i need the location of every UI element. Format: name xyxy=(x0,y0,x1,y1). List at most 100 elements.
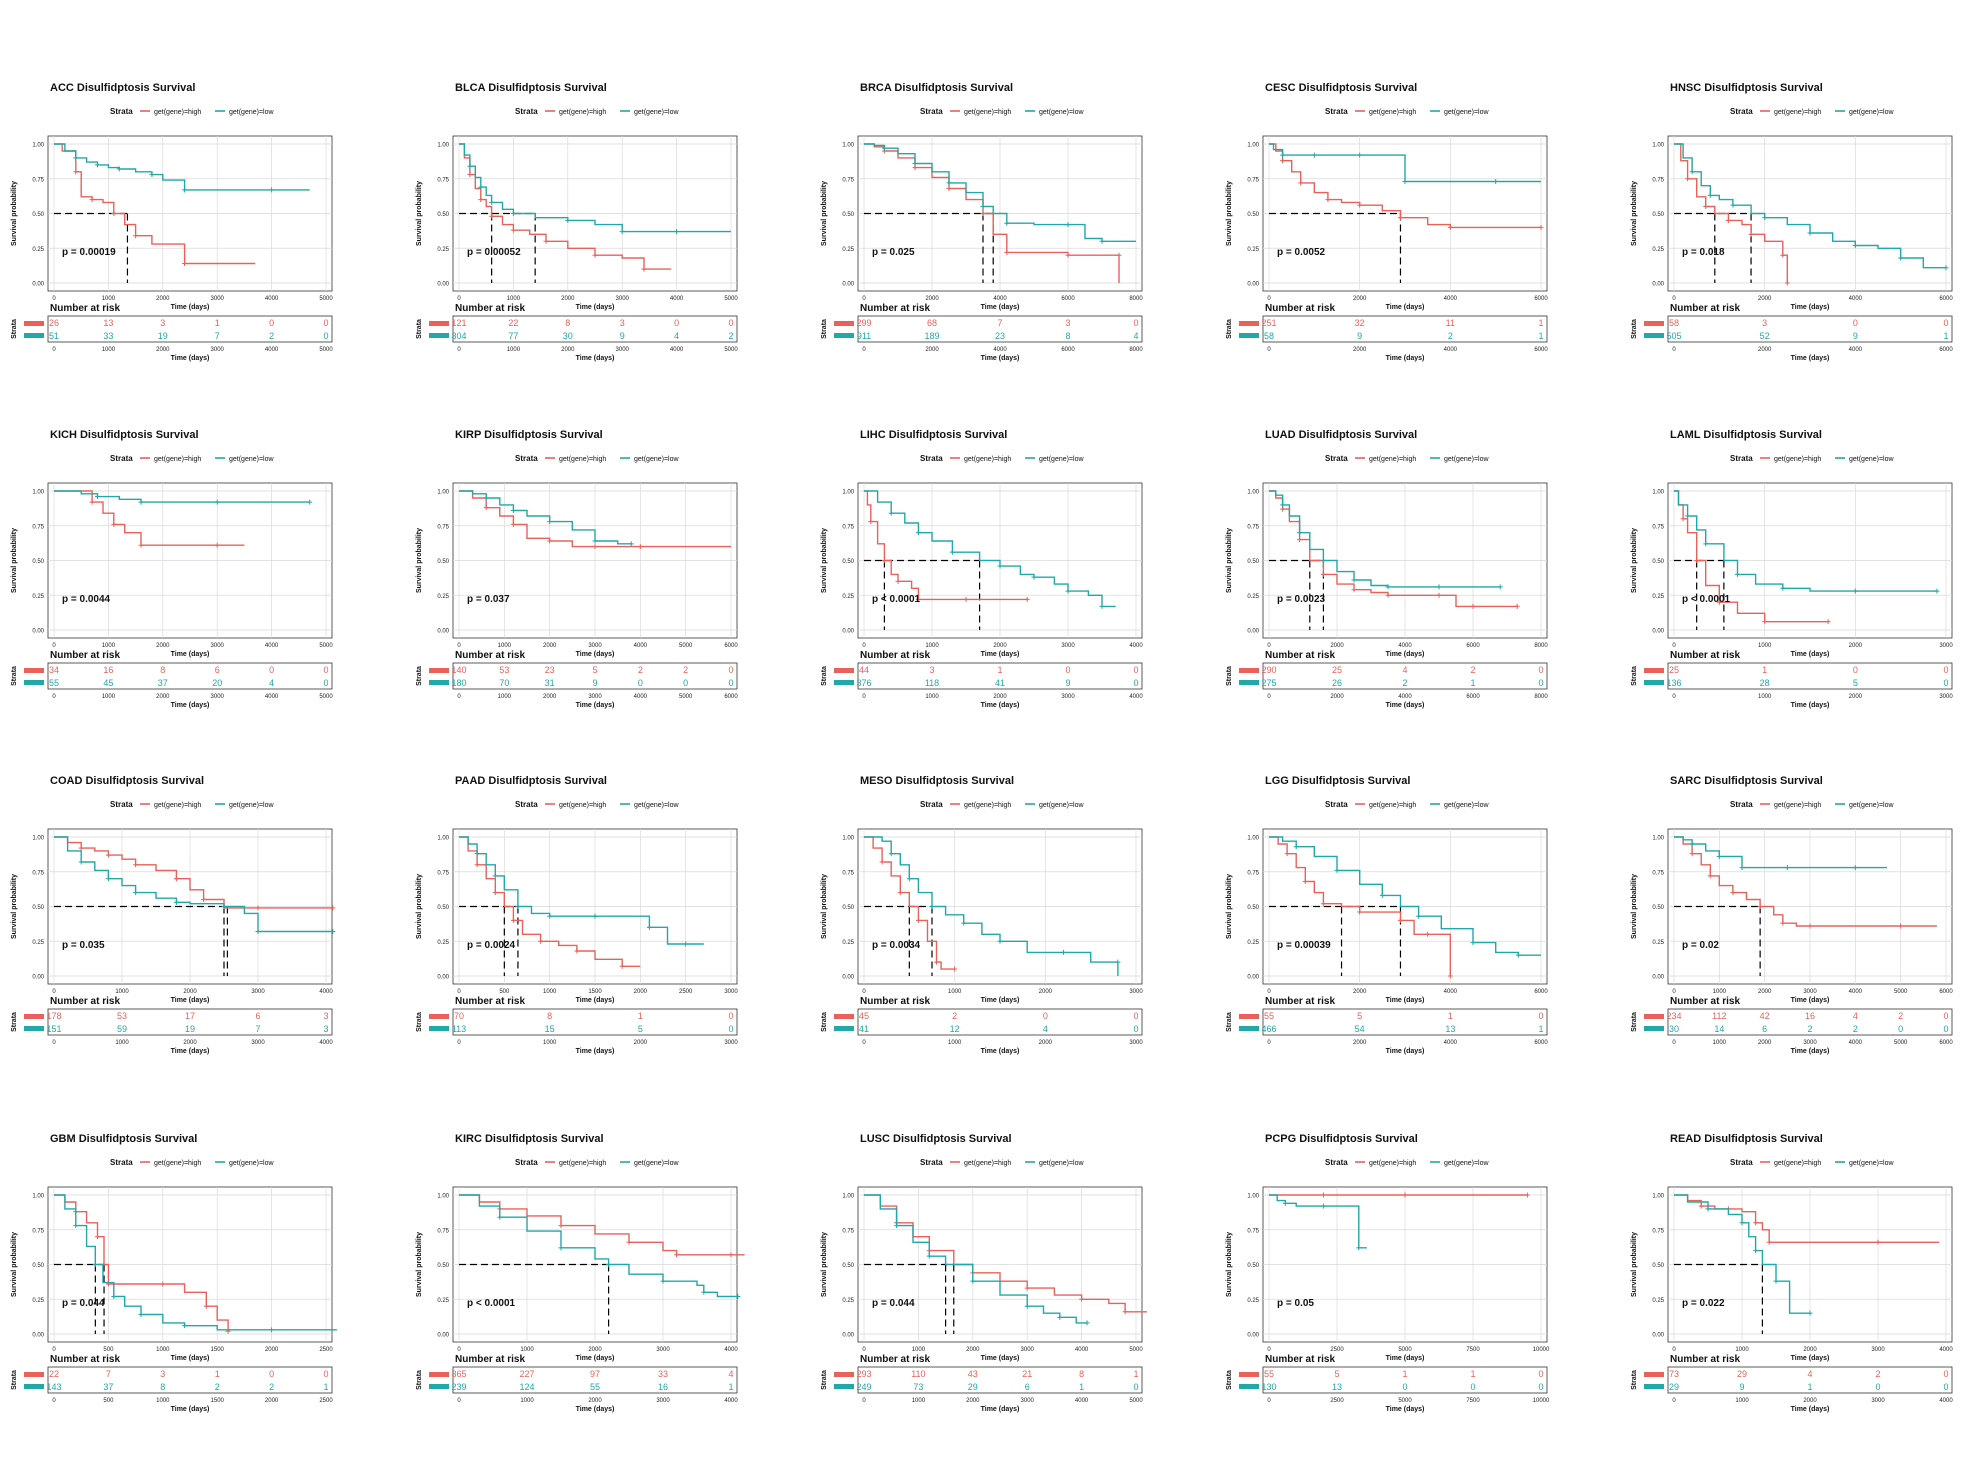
risk-count-high: 2 xyxy=(1898,1011,1903,1021)
x-tick-label: 2000 xyxy=(1758,989,1772,995)
x-tick-label: 6000 xyxy=(1534,989,1548,995)
legend-label-low: get(gene)=low xyxy=(1849,1160,1895,1167)
risk-table-title: Number at risk xyxy=(50,1354,120,1365)
y-tick-label: 0.75 xyxy=(842,524,854,530)
risk-count-low: 0 xyxy=(1875,1382,1880,1392)
censor-mark xyxy=(1351,587,1357,593)
km-panel: KICH Disulfidptosis Survival Strata get(ge… xyxy=(11,429,333,709)
risk-count-low: 2 xyxy=(1853,1024,1858,1034)
censor-mark xyxy=(255,929,261,935)
x-axis-label: Time (days) xyxy=(576,1355,615,1362)
x-tick-label: 2000 xyxy=(634,989,648,995)
risk-count-low: 1 xyxy=(1079,1382,1084,1392)
y-tick-label: 0.25 xyxy=(32,247,44,253)
censor-mark xyxy=(565,217,571,223)
x-tick-label: 4000 xyxy=(634,643,648,649)
risk-table-ylabel: Strata xyxy=(11,1370,18,1390)
y-tick-label: 0.50 xyxy=(32,905,44,911)
risk-table-title: Number at risk xyxy=(860,303,930,314)
risk-count-high: 0 xyxy=(728,318,733,328)
risk-swatch-low xyxy=(429,680,449,685)
risk-count-high: 4 xyxy=(728,1369,733,1379)
risk-x-tick-label: 4000 xyxy=(319,1040,333,1046)
risk-swatch-low xyxy=(429,333,449,338)
legend-title: Strata xyxy=(920,107,943,116)
km-panel: LAML Disulfidptosis Survival Strata get(ge… xyxy=(1631,429,1953,709)
risk-count-high: 0 xyxy=(1853,665,1858,675)
y-axis-label: Survival probability xyxy=(1631,528,1638,593)
censor-mark xyxy=(1416,913,1422,919)
panel-title: KIRC Disulfidptosis Survival xyxy=(455,1133,604,1145)
risk-swatch-low xyxy=(429,1384,449,1389)
y-tick-label: 0.50 xyxy=(1247,559,1259,565)
risk-table-frame xyxy=(1262,662,1548,690)
censor-mark xyxy=(1320,901,1326,907)
legend-label-low: get(gene)=low xyxy=(229,456,275,463)
x-tick-label: 1000 xyxy=(115,989,129,995)
x-tick-label: 5000 xyxy=(724,296,738,302)
risk-count-low: 249 xyxy=(856,1382,871,1392)
censor-mark xyxy=(1099,603,1105,609)
y-tick-label: 0.25 xyxy=(842,940,854,946)
risk-count-high: 178 xyxy=(46,1011,61,1021)
x-axis-label: Time (days) xyxy=(576,997,615,1004)
risk-count-low: 29 xyxy=(1669,1382,1679,1392)
risk-table-ylabel: Strata xyxy=(1226,666,1233,686)
legend-label-low: get(gene)=low xyxy=(1444,1160,1490,1167)
risk-x-tick-label: 4000 xyxy=(265,694,279,700)
x-tick-label: 4000 xyxy=(993,296,1007,302)
x-tick-label: 3000 xyxy=(1803,989,1817,995)
legend: Strata get(gene)=high get(gene)=low xyxy=(515,107,680,116)
x-axis-label: Time (days) xyxy=(1791,651,1830,658)
censor-mark xyxy=(78,845,84,851)
legend-label-high: get(gene)=high xyxy=(1774,1160,1821,1167)
legend-title: Strata xyxy=(1730,454,1753,463)
risk-x-tick-label: 1000 xyxy=(520,1398,534,1404)
censor-mark xyxy=(111,521,117,527)
censor-mark xyxy=(105,852,111,858)
risk-count-low: 15 xyxy=(545,1024,555,1034)
risk-count-high: 4 xyxy=(1853,1011,1858,1021)
legend: Strata get(gene)=high get(gene)=low xyxy=(515,1158,680,1167)
legend-label-high: get(gene)=high xyxy=(1369,109,1416,116)
censor-mark xyxy=(182,1323,188,1329)
risk-table-ylabel: Strata xyxy=(1631,1370,1638,1390)
censor-mark xyxy=(182,261,188,267)
risk-table-title: Number at risk xyxy=(860,996,930,1007)
censor-mark xyxy=(895,578,901,584)
risk-x-tick-label: 1000 xyxy=(102,694,116,700)
censor-mark xyxy=(489,213,495,219)
risk-count-high: 1 xyxy=(997,665,1002,675)
risk-count-low: 124 xyxy=(519,1382,534,1392)
risk-count-high: 0 xyxy=(1943,665,1948,675)
p-value: p = 0.00052 xyxy=(467,247,521,258)
risk-count-high: 140 xyxy=(451,665,466,675)
risk-count-low: 0 xyxy=(1943,1382,1948,1392)
risk-x-tick-label: 4000 xyxy=(1849,1040,1863,1046)
risk-x-tick-label: 0 xyxy=(862,1040,866,1046)
km-panel: BRCA Disulfidptosis Survival Strata get(ge… xyxy=(821,82,1143,362)
legend: Strata get(gene)=high get(gene)=low xyxy=(1325,1158,1490,1167)
y-tick-label: 0.00 xyxy=(437,629,449,635)
risk-x-tick-label: 0 xyxy=(457,1040,461,1046)
censor-mark xyxy=(1397,215,1403,221)
y-tick-label: 0.75 xyxy=(437,524,449,530)
censor-mark xyxy=(492,890,498,896)
curve-high xyxy=(1674,143,1788,283)
y-tick-label: 1.00 xyxy=(437,143,449,149)
risk-count-low: 505 xyxy=(1666,331,1681,341)
censor-mark xyxy=(1357,909,1363,915)
censor-mark xyxy=(1852,865,1858,871)
risk-x-tick-label: 3000 xyxy=(1871,1398,1885,1404)
risk-count-low: 1 xyxy=(1538,1024,1543,1034)
censor-mark xyxy=(1320,1203,1326,1209)
risk-table-title: Number at risk xyxy=(1265,996,1335,1007)
risk-count-low: 0 xyxy=(1943,678,1948,688)
y-axis-label: Survival probability xyxy=(11,874,18,939)
x-tick-label: 2000 xyxy=(925,296,939,302)
risk-swatch-high xyxy=(429,1014,449,1019)
p-value: p = 0.0044 xyxy=(62,594,111,605)
legend: Strata get(gene)=high get(gene)=low xyxy=(920,107,1085,116)
risk-count-high: 0 xyxy=(1065,665,1070,675)
x-tick-label: 1500 xyxy=(588,989,602,995)
